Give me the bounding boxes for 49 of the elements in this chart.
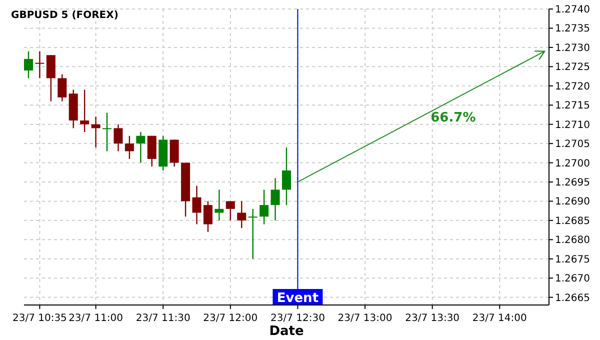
y-tick-label: 1.2705: [555, 139, 590, 150]
y-tick-label: 1.2720: [555, 81, 590, 92]
y-tick-label: 1.2695: [555, 177, 590, 188]
x-tick-label: 23/7 12:30: [270, 313, 325, 324]
candlestick: [35, 50, 44, 79]
y-tick-label: 1.2725: [555, 62, 590, 74]
y-tick-label: 1.2735: [555, 24, 590, 35]
candlestick: [214, 189, 224, 222]
candlestick: [46, 54, 56, 102]
x-tick-label: 23/7 10:35: [12, 313, 67, 324]
candlestick: [80, 89, 90, 133]
candlestick: [102, 112, 112, 152]
y-tick-label: 1.2680: [555, 235, 590, 246]
x-tick-label: 23/7 11:00: [68, 313, 124, 324]
x-tick-label: 23/7 13:00: [338, 313, 392, 324]
x-tick-label: 23/7 11:30: [136, 313, 190, 324]
y-tick-label: 1.2665: [555, 292, 590, 304]
candlestick: [237, 200, 246, 229]
y-tick-label: 1.2700: [555, 158, 590, 170]
candlestick: [114, 124, 123, 152]
y-tick-label: 1.2740: [555, 4, 590, 16]
candlestick: [91, 116, 100, 148]
x-tick-label: 23/7 13:30: [405, 313, 460, 324]
y-tick-label: 1.2690: [555, 196, 590, 208]
candlestick: [147, 135, 156, 168]
y-tick-label: 1.2670: [555, 274, 590, 285]
candlestick: [226, 200, 235, 222]
y-tick-label: 1.2675: [555, 254, 590, 266]
y-tick-label: 1.2685: [555, 216, 590, 227]
candlestick: [248, 208, 258, 260]
candlestick: [58, 74, 67, 102]
candlestick: [270, 178, 280, 222]
x-tick-label: 23/7 14:00: [472, 313, 527, 324]
y-tick-label: 1.2710: [555, 120, 590, 131]
candlestick: [192, 185, 202, 225]
x-tick-label: 23/7 12:00: [203, 313, 258, 324]
annotation: 66.7%: [430, 110, 476, 126]
chart-title: GBPUSD 5 (FOREX): [11, 10, 118, 21]
candlestick: [170, 139, 179, 168]
candlestick: [124, 135, 134, 160]
y-tick-label: 1.2715: [555, 100, 590, 112]
x-axis-title: Date: [269, 324, 304, 339]
y-tick-label: 1.2730: [555, 42, 590, 54]
candlestick: [24, 50, 33, 79]
ref-line-label: Event: [276, 291, 319, 306]
candlestick: [203, 200, 212, 233]
candlestick: [260, 189, 269, 225]
candlestick: [136, 131, 146, 164]
candlestick: [282, 146, 291, 206]
